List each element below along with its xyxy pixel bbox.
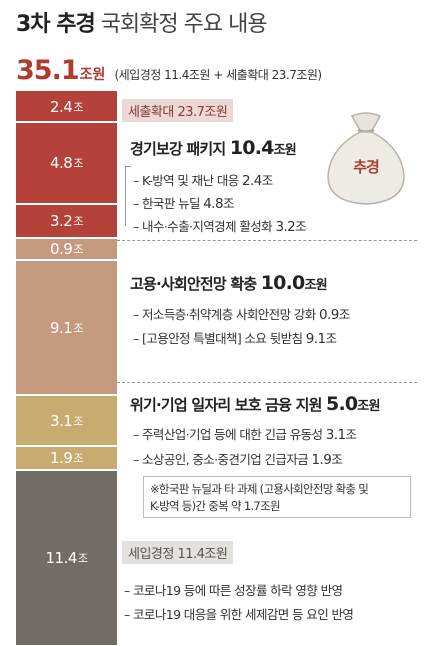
item-unit: 조 [345, 427, 357, 442]
note-line2-text: K-방역 등)간 중복 약 [150, 499, 244, 513]
total-value-int: 35. [16, 55, 62, 86]
group3-unit: 조원 [357, 399, 380, 414]
item-text: 코로나19 등에 따른 성장률 하락 영향 반영 [133, 583, 343, 598]
item-text: 소상공인, 중소·중견기업 긴급자금 [142, 452, 309, 467]
group1-item: – 내수·수출·지역경제 활성화 3.2조 [133, 219, 307, 235]
overlap-note: ※한국판 뉴딜과 타 과제 (고용사회안전망 확충 및 K-방역 등)간 중복 … [143, 476, 411, 518]
group2-item: – [고용안정 특별대책] 소요 뒷받침 9.1조 [133, 331, 337, 347]
bar-segment-new-deal: 4.8 조 [16, 122, 117, 204]
group3-heading: 위기·기업 일자리 보호 금융 지원 5.0조원 [130, 393, 380, 415]
sack-label: 추경 [353, 158, 380, 176]
bar-segment-unit: 조 [73, 243, 83, 256]
bar-segment-revenue: 11.4 조 [16, 470, 117, 645]
title-light: 국회확정 주요 내용 [100, 12, 268, 37]
revenue-tag: 세입경정 11.4조원 [122, 541, 234, 564]
revenue-item: – 코로나19 대응을 위한 세제감면 등 요인 반영 [124, 607, 354, 622]
bar-segment-unit: 조 [73, 100, 83, 114]
note-unit: 조원 [260, 499, 280, 513]
bar-segment-value: 11.4 [45, 548, 77, 567]
group1-value: 10.4 [229, 137, 274, 159]
segment-divider [16, 445, 117, 447]
bar-segment-unit: 조 [73, 452, 83, 465]
group1-title: 경기보강 패키지 [130, 140, 226, 158]
group3-value: 5.0 [326, 393, 358, 415]
item-text: 내수·수출·지역경제 활성화 [142, 219, 273, 234]
money-bag-shape [327, 112, 405, 205]
item-value: 3.2 [275, 219, 296, 235]
group1-item: – 한국판 뉴딜 4.8조 [133, 196, 235, 212]
item-value: 4.8 [203, 196, 223, 212]
revenue-item: – 코로나19 등에 따른 성장률 하락 영향 반영 [124, 583, 343, 598]
note-line1: ※한국판 뉴딜과 타 과제 (고용사회안전망 확충 및 [150, 482, 369, 496]
bar-segment-unit: 조 [73, 157, 83, 170]
item-unit: 조 [331, 452, 343, 467]
bar-segment-value: 1.9 [50, 449, 73, 467]
segment-divider [16, 203, 117, 205]
bar-segment-liquidity: 3.1 조 [16, 395, 117, 446]
item-unit: 조 [338, 307, 351, 322]
item-value: 2.4 [242, 173, 262, 189]
item-unit: 조 [261, 173, 274, 188]
group3-title: 위기·기업 일자리 보호 금융 지원 [130, 396, 322, 414]
segment-divider [16, 237, 117, 239]
item-text: [고용안정 특별대책] 소요 뒷받침 [142, 331, 303, 346]
item-text: 한국판 뉴딜 [142, 196, 200, 211]
page-title: 3차 추경 국회확정 주요 내용 [16, 6, 268, 38]
group2-title: 고용·사회안전망 확충 [130, 275, 257, 293]
bar-segment-safety-net: 0.9 조 [16, 238, 117, 260]
item-value: 0.9 [319, 307, 339, 323]
item-value: 9.1 [305, 331, 326, 347]
item-text: K-방역 및 재난 대응 [142, 173, 239, 188]
bar-segment-small-business: 1.9 조 [16, 446, 117, 470]
item-value: 1.9 [311, 452, 332, 468]
segment-divider [16, 121, 117, 123]
bar-segment-unit: 조 [77, 551, 88, 565]
bar-segment-value: 4.8 [50, 154, 73, 172]
segment-divider [16, 394, 117, 396]
bar-segment-value: 3.2 [50, 212, 73, 230]
group3-item: – 소상공인, 중소·중견기업 긴급자금 1.9조 [133, 452, 343, 468]
item-unit: 조 [295, 219, 307, 234]
item-text: 저소득층·취약계층 사회안전망 강화 [142, 307, 316, 322]
bar-segment-domestic: 3.2 조 [16, 204, 117, 238]
group1-unit: 조원 [273, 143, 297, 158]
bar-segment-unit: 조 [73, 215, 83, 228]
bar-segment-value: 2.4 [50, 97, 73, 116]
bar-segment-employment: 9.1 조 [16, 260, 117, 395]
segment-divider [16, 469, 117, 471]
group2-value: 10.0 [260, 272, 305, 294]
bar-segment-unit: 조 [73, 414, 83, 428]
total-value-dec: 1 [60, 55, 80, 86]
bar-segment-value: 3.1 [50, 411, 73, 430]
stacked-bar: 2.4 조 4.8 조 3.2 조 0.9 조 9.1 조 3.1 조 1.9 조 11.4 조 [16, 91, 117, 645]
group2-heading: 고용·사회안전망 확충 10.0조원 [130, 272, 328, 294]
bar-segment-value: 0.9 [50, 240, 73, 258]
item-text: 코로나19 대응을 위한 세제감면 등 요인 반영 [133, 607, 354, 622]
total-value: 35.1 [16, 55, 80, 86]
item-unit: 조 [325, 331, 337, 346]
note-line2: K-방역 등)간 중복 약 1.7조원 [150, 498, 404, 515]
bar-segment-unit: 조 [73, 321, 83, 335]
group-separator [117, 382, 417, 383]
group1-item: – K-방역 및 재난 대응 2.4조 [133, 173, 274, 189]
group1-bracket [125, 166, 131, 226]
note-value: 1.7 [243, 499, 261, 513]
bar-segment-value: 9.1 [50, 318, 73, 337]
bar-segment-kquarantine: 2.4 조 [16, 91, 117, 122]
group1-heading: 경기보강 패키지 10.4조원 [130, 137, 297, 159]
group2-item: – 저소득층·취약계층 사회안전망 강화 0.9조 [133, 307, 351, 323]
money-bag-icon: 추경 [318, 108, 414, 208]
total-summary: 35.1조원 (세입경정 11.4조원 + 세출확대 23.7조원) [16, 55, 322, 86]
total-detail: (세입경정 11.4조원 + 세출확대 23.7조원) [114, 68, 323, 82]
group2-unit: 조원 [304, 278, 327, 293]
group3-item: – 주력산업·기업 등에 대한 긴급 유동성 3.1조 [133, 427, 357, 443]
total-unit: 조원 [79, 67, 106, 83]
segment-divider [16, 259, 117, 261]
item-value: 3.1 [325, 427, 346, 443]
group-separator [117, 240, 417, 241]
title-bold: 3차 추경 [16, 12, 96, 37]
item-unit: 조 [222, 196, 235, 211]
item-text: 주력산업·기업 등에 대한 긴급 유동성 [142, 427, 323, 442]
spending-tag: 세출확대 23.7조원 [122, 99, 234, 122]
